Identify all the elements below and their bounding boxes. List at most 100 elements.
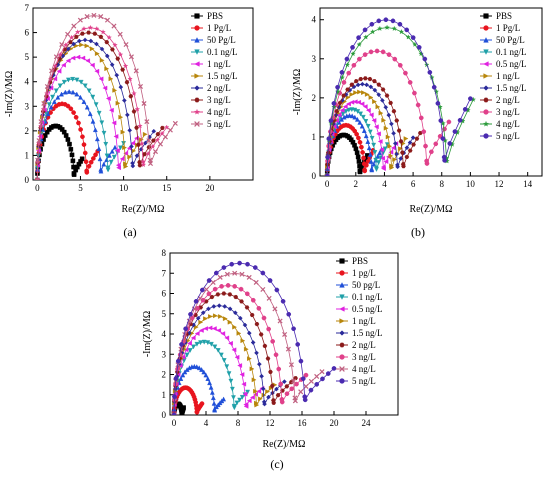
data-point [357,89,363,95]
x-axis-label: Re(Z)/MΩ [122,204,165,215]
data-point [74,29,81,35]
data-point [226,371,232,377]
data-point [368,49,374,55]
data-point [178,376,184,381]
data-point [242,322,248,328]
data-point [96,146,102,151]
x-tick-label: 8 [236,418,241,428]
data-point [203,326,209,331]
data-point [376,160,382,166]
data-point [300,376,306,382]
legend-entry: 0.1 ng/L [352,292,383,302]
data-point [289,386,295,392]
series-2-ng-l [171,291,298,415]
data-point [222,316,228,322]
data-point [227,319,233,325]
data-point [224,271,230,277]
data-point [124,112,130,118]
data-point [215,348,221,353]
legend-entry: 2 ng/L [496,95,520,105]
data-point [256,388,262,394]
data-point [376,82,382,87]
data-point [361,90,366,96]
x-axis-label: Re(Z)/MΩ [410,204,453,215]
data-point [372,79,377,84]
data-point [375,131,381,137]
data-point [363,34,369,40]
x-tick-label: 16 [298,418,308,428]
legend-marker [194,97,200,103]
legend-marker [483,13,489,19]
data-point [239,299,244,304]
data-point [377,25,383,31]
x-axis-label: Re(Z)/MΩ [263,439,306,450]
y-tick-label: 3 [162,349,167,359]
data-point [357,139,363,145]
legend-entry: 4 ng/L [352,364,376,374]
data-point [423,143,428,149]
data-point [127,127,133,133]
data-point [65,103,71,109]
data-point [70,55,76,61]
data-point [386,52,392,57]
y-tick-label: 3 [312,54,317,64]
data-point [65,77,71,83]
legend-entry: 0.1 ng/L [496,47,527,57]
data-point [76,38,82,44]
data-point [266,295,272,301]
data-point [354,131,359,137]
data-point [97,156,103,162]
data-point [120,67,125,72]
data-point [376,18,382,24]
y-tick-label: 5 [25,52,30,62]
data-point [237,397,243,403]
data-point [86,163,92,169]
x-tick-label: 10 [466,179,476,189]
data-point [371,161,377,167]
data-point [237,315,243,321]
data-point [380,98,385,103]
data-point [71,172,77,177]
data-point [427,70,433,75]
data-point [412,90,417,96]
data-point [276,366,282,372]
data-point [104,66,110,72]
data-point [360,81,365,87]
data-point [333,112,339,118]
y-axis-label: -Im(Z)/MΩ [292,69,303,115]
data-point [78,127,83,132]
data-point [205,376,211,381]
data-point [99,120,105,126]
data-point [362,52,368,57]
data-point [67,141,72,147]
data-point [372,99,378,105]
data-point [415,102,421,108]
x-tick-label: 12 [266,418,275,428]
data-point [104,53,110,59]
data-point [209,295,215,300]
data-point [239,395,245,400]
data-point [99,57,105,63]
data-point [124,80,130,85]
data-point [380,166,386,172]
data-point [229,261,235,267]
data-point [435,101,441,106]
data-point [442,158,447,163]
data-point [282,379,287,385]
data-point [355,154,361,160]
data-point [380,155,386,161]
data-point [115,56,121,61]
data-point [53,88,59,94]
data-point [256,361,262,367]
data-point [68,146,74,152]
legend-entry: 5 ng/L [496,131,520,141]
x-tick-label: 0 [35,183,40,193]
data-point [231,405,237,411]
legend-entry: 2 ng/L [352,340,376,350]
series-4-ng-l [171,270,325,415]
data-point [157,141,163,147]
data-point [365,139,371,144]
data-point [84,43,90,49]
data-point [410,35,416,40]
